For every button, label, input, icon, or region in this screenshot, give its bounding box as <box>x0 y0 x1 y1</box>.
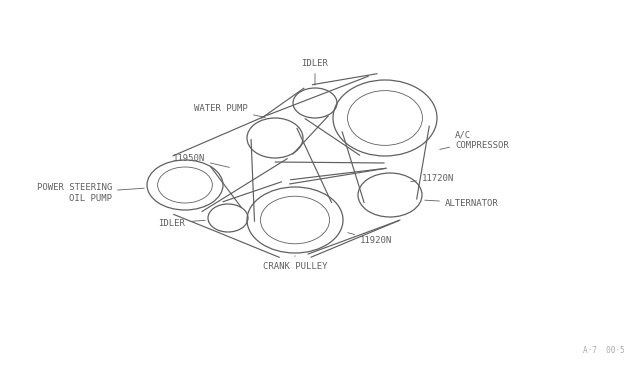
Text: A/C
COMPRESSOR: A/C COMPRESSOR <box>440 130 509 150</box>
Text: POWER STEERING
OIL PUMP: POWER STEERING OIL PUMP <box>36 183 144 203</box>
Text: 11720N: 11720N <box>411 173 454 183</box>
Text: 11950N: 11950N <box>173 154 229 167</box>
Text: IDLER: IDLER <box>158 218 205 228</box>
Text: A·7  00·5: A·7 00·5 <box>584 346 625 355</box>
Text: ALTERNATOR: ALTERNATOR <box>425 199 499 208</box>
Text: WATER PUMP: WATER PUMP <box>195 103 266 118</box>
Text: 11920N: 11920N <box>348 233 392 244</box>
Text: IDLER: IDLER <box>301 59 328 85</box>
Text: CRANK PULLEY: CRANK PULLEY <box>263 256 327 271</box>
